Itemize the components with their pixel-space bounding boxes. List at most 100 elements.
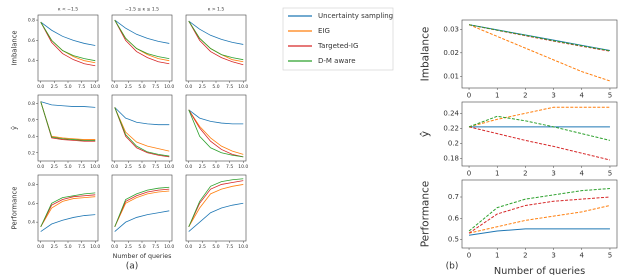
plot-frame [37, 174, 99, 242]
y-tick-label: 0.4 [28, 134, 35, 140]
x-axis-label: Number of queries [494, 266, 585, 275]
x-tick-label: 2 [523, 92, 527, 100]
x-tick-label: 5.0 [138, 84, 145, 90]
series-line [188, 178, 244, 228]
y-axis-label: Imbalance [11, 30, 19, 65]
x-tick-label: 2.5 [125, 244, 132, 250]
x-tick-label: 0 [467, 252, 471, 260]
subplot-title: κ < −1.5 [58, 7, 78, 13]
y-tick-label: 0.4 [28, 58, 35, 64]
series-line [40, 192, 96, 228]
series-line [188, 20, 244, 66]
plot-frame [111, 174, 173, 242]
x-tick-label: 5.0 [212, 244, 219, 250]
x-tick-label: 2.5 [51, 244, 58, 250]
legend-label: EIG [318, 27, 330, 35]
series-line [40, 101, 96, 108]
y-tick-label: 0.01 [443, 72, 459, 80]
x-tick-label: 10.0 [90, 164, 100, 170]
y-tick-label: 0.2 [448, 139, 459, 147]
x-tick-label: 4 [580, 92, 585, 100]
plot-frame [185, 94, 247, 162]
y-tick-label: 0.03 [443, 25, 459, 33]
x-tick-label: 0.0 [185, 164, 192, 170]
x-axis-label: Number of queries [113, 253, 172, 260]
y-axis-label: ŷ [11, 126, 19, 130]
y-axis-label: ŷ [420, 131, 432, 137]
x-tick-label: 10.0 [238, 164, 248, 170]
y-tick-label: 0.8 [28, 18, 35, 24]
series-line [114, 188, 170, 228]
series-line [114, 186, 170, 228]
x-tick-label: 5.0 [138, 164, 145, 170]
x-tick-label: 1 [495, 252, 499, 260]
subplot-title: −1.5 ≤ κ ≤ 1.5 [125, 7, 159, 13]
plot-frame [185, 14, 247, 82]
x-tick-label: 3 [551, 92, 555, 100]
x-tick-label: 7.5 [152, 84, 159, 90]
plot-frame [461, 19, 618, 89]
series-line [40, 21, 96, 62]
x-tick-label: 10.0 [238, 84, 248, 90]
series-line [188, 202, 244, 232]
series-line [40, 214, 96, 232]
y-tick-label: 0.5 [448, 236, 459, 244]
x-tick-label: 0.0 [37, 244, 44, 250]
series-line [188, 180, 244, 228]
x-tick-label: 2.5 [199, 164, 206, 170]
series-line [188, 20, 244, 45]
x-tick-label: 2.5 [125, 164, 132, 170]
plot-frame [37, 14, 99, 82]
x-tick-label: 1 [495, 92, 499, 100]
y-tick-label: 0.8 [28, 101, 35, 107]
plot-frame [185, 174, 247, 242]
series-line [468, 126, 611, 161]
series-line [114, 190, 170, 228]
plot-frame [461, 101, 618, 167]
legend-label: D-M aware [318, 57, 356, 65]
series-line [40, 196, 96, 228]
series-line [40, 101, 96, 140]
series-line [188, 109, 244, 155]
x-tick-label: 7.5 [78, 164, 85, 170]
x-tick-label: 4 [580, 170, 585, 178]
x-tick-label: 10.0 [238, 244, 248, 250]
x-tick-label: 5 [608, 92, 612, 100]
x-tick-label: 10.0 [90, 244, 100, 250]
x-tick-label: 2 [523, 252, 527, 260]
series-line [468, 228, 610, 236]
y-axis-label: Performance [11, 187, 19, 230]
x-tick-label: 5 [608, 252, 612, 260]
series-line [188, 184, 244, 228]
y-tick-label: 0.22 [443, 124, 459, 132]
x-tick-label: 5.0 [64, 244, 71, 250]
x-tick-label: 5.0 [212, 164, 219, 170]
x-tick-label: 7.5 [226, 164, 233, 170]
plot-frame [111, 94, 173, 162]
series-line [114, 19, 170, 44]
series-line [114, 210, 170, 232]
series-line [468, 188, 610, 232]
series-line [188, 109, 244, 158]
y-tick-label: 0.18 [443, 154, 459, 162]
x-tick-label: 3 [551, 252, 555, 260]
y-tick-label: 0.24 [443, 109, 459, 117]
legend-box [282, 7, 394, 71]
series-line [40, 21, 96, 67]
x-tick-label: 0 [467, 170, 471, 178]
series-line [468, 196, 610, 234]
series-line [188, 20, 244, 61]
x-tick-label: 0.0 [111, 84, 118, 90]
x-tick-label: 5.0 [138, 244, 145, 250]
y-tick-label: 0.6 [448, 214, 460, 222]
x-tick-label: 5.0 [64, 84, 71, 90]
legend-label: Targeted-IG [317, 42, 358, 50]
plot-frame [461, 179, 618, 249]
series-line [40, 21, 96, 46]
series-line [40, 101, 96, 141]
x-tick-label: 7.5 [226, 84, 233, 90]
x-tick-label: 2 [523, 170, 527, 178]
panel-caption: (a) [126, 262, 139, 272]
y-tick-label: 0.6 [28, 38, 35, 44]
series-line [114, 107, 170, 152]
